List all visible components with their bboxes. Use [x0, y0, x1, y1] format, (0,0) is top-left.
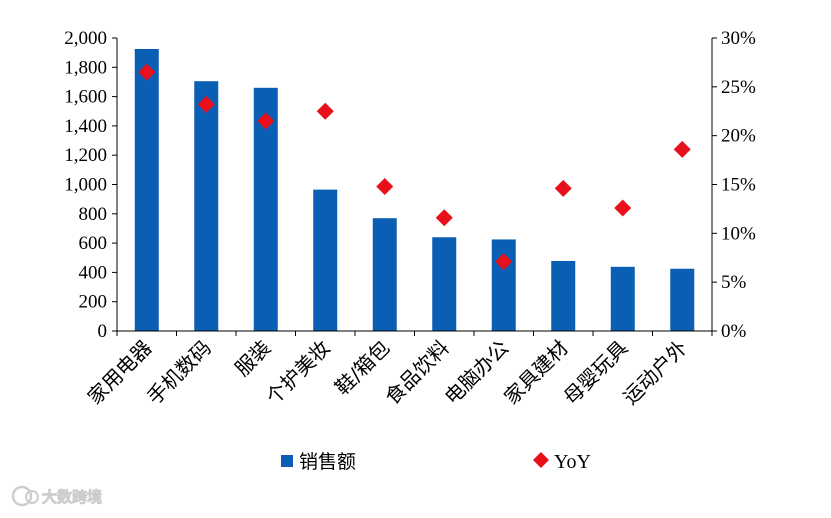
- watermark-text: 大数跨境: [42, 488, 102, 506]
- yoy-marker: [614, 199, 632, 217]
- legend: 销售额 YoY: [281, 451, 591, 473]
- yoy-marker: [376, 177, 394, 195]
- yoy-marker: [673, 140, 691, 158]
- right-tick-label: 5%: [721, 272, 747, 293]
- left-tick-label: 400: [79, 262, 108, 283]
- yoy-marker: [495, 253, 513, 271]
- bar: [372, 218, 397, 331]
- category-label: 手机数码: [142, 336, 216, 410]
- bar: [313, 189, 338, 331]
- left-tick-label: 1,200: [64, 145, 107, 166]
- legend-bar-label: 销售额: [299, 451, 356, 473]
- right-tick-label: 10%: [721, 223, 756, 244]
- right-tick-label: 25%: [721, 77, 756, 98]
- category-label: 电脑办公: [440, 336, 514, 410]
- legend-bar-swatch: [281, 455, 293, 467]
- right-tick-label: 15%: [721, 175, 756, 196]
- ip-logo-icon: [11, 485, 39, 507]
- left-tick-label: 800: [79, 204, 108, 225]
- legend-marker-swatch: [533, 452, 549, 468]
- yoy-marker: [316, 102, 334, 120]
- yoy-marker: [435, 209, 453, 227]
- right-tick-label: 20%: [721, 126, 756, 147]
- left-tick-label: 1,600: [64, 87, 107, 108]
- left-tick-label: 2,000: [64, 28, 107, 49]
- left-tick-label: 1,800: [64, 57, 107, 78]
- legend-marker-label: YoY: [554, 451, 591, 473]
- category-label: 运动户外: [618, 336, 692, 410]
- plot-area: [134, 48, 695, 332]
- category-label: 母婴玩具: [559, 336, 633, 410]
- bar: [610, 266, 635, 331]
- yoy-marker: [257, 112, 275, 130]
- category-label: 食品饮料: [380, 336, 454, 410]
- yoy-marker: [138, 63, 156, 81]
- watermark: 大数跨境: [11, 485, 102, 507]
- right-tick-label: 30%: [721, 28, 756, 49]
- left-axis: 0 200 400 600 800 1,000 1,200 1,400 1,600 1,800 2,…: [64, 28, 118, 342]
- category-label: 家具建材: [499, 336, 573, 410]
- bar: [551, 260, 576, 331]
- yoy-marker: [197, 95, 215, 113]
- category-label: 个护美妆: [261, 336, 335, 410]
- left-tick-label: 0: [98, 321, 108, 342]
- left-tick-label: 1,400: [64, 116, 107, 137]
- category-label: 家用电器: [83, 336, 157, 410]
- category-label: 服装: [230, 336, 275, 381]
- left-tick-label: 600: [79, 233, 108, 254]
- left-tick-label: 200: [79, 292, 108, 313]
- left-tick-label: 1,000: [64, 175, 107, 196]
- bar: [432, 237, 457, 331]
- bar: [134, 48, 159, 332]
- right-tick-label: 0%: [721, 321, 747, 342]
- yoy-marker: [554, 179, 572, 197]
- bar: [194, 81, 219, 331]
- right-axis: 0% 5% 10% 15% 20% 25% 30%: [711, 28, 756, 342]
- bar: [670, 268, 695, 331]
